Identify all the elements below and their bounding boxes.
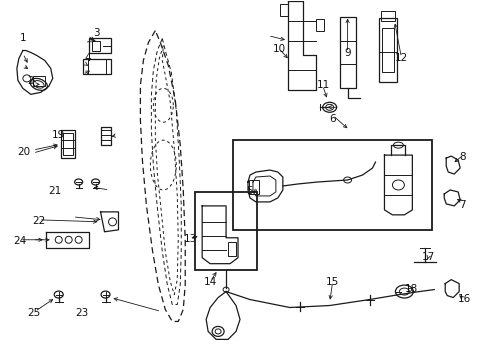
Text: 5: 5 bbox=[246, 186, 253, 196]
Bar bbox=[228, 242, 236, 256]
Text: 13: 13 bbox=[184, 234, 197, 244]
Bar bbox=[340, 17, 356, 88]
Text: 19: 19 bbox=[52, 130, 65, 140]
Text: 20: 20 bbox=[17, 147, 30, 157]
Bar bbox=[63, 133, 73, 155]
Text: 4: 4 bbox=[84, 53, 91, 63]
Text: 11: 11 bbox=[317, 80, 330, 90]
Text: 25: 25 bbox=[27, 308, 41, 318]
Bar bbox=[383, 28, 394, 72]
Bar bbox=[33, 76, 45, 86]
Bar bbox=[100, 127, 111, 145]
Bar bbox=[280, 4, 288, 15]
Bar bbox=[89, 37, 111, 54]
Text: 18: 18 bbox=[404, 284, 417, 294]
Bar bbox=[316, 19, 324, 31]
Bar bbox=[382, 11, 395, 21]
Text: 3: 3 bbox=[93, 28, 99, 38]
Text: 7: 7 bbox=[459, 200, 466, 210]
Bar bbox=[61, 130, 74, 158]
Text: 23: 23 bbox=[75, 308, 88, 318]
Text: 9: 9 bbox=[344, 48, 351, 58]
Bar bbox=[379, 18, 397, 82]
Text: 24: 24 bbox=[13, 236, 26, 246]
Text: 16: 16 bbox=[458, 294, 471, 304]
Text: 1: 1 bbox=[20, 33, 26, 43]
Text: 21: 21 bbox=[48, 186, 61, 197]
Text: 2: 2 bbox=[27, 76, 33, 86]
Text: 22: 22 bbox=[32, 216, 46, 226]
Bar bbox=[92, 41, 99, 50]
Text: 14: 14 bbox=[204, 277, 218, 287]
Bar bbox=[83, 59, 111, 75]
Text: 6: 6 bbox=[330, 114, 336, 124]
Text: 15: 15 bbox=[326, 277, 340, 287]
Text: 17: 17 bbox=[421, 252, 435, 262]
Text: 8: 8 bbox=[459, 152, 466, 162]
Bar bbox=[195, 192, 257, 270]
Text: 10: 10 bbox=[272, 44, 286, 54]
Bar bbox=[249, 180, 259, 194]
Text: 12: 12 bbox=[394, 53, 408, 63]
Bar bbox=[233, 140, 432, 230]
